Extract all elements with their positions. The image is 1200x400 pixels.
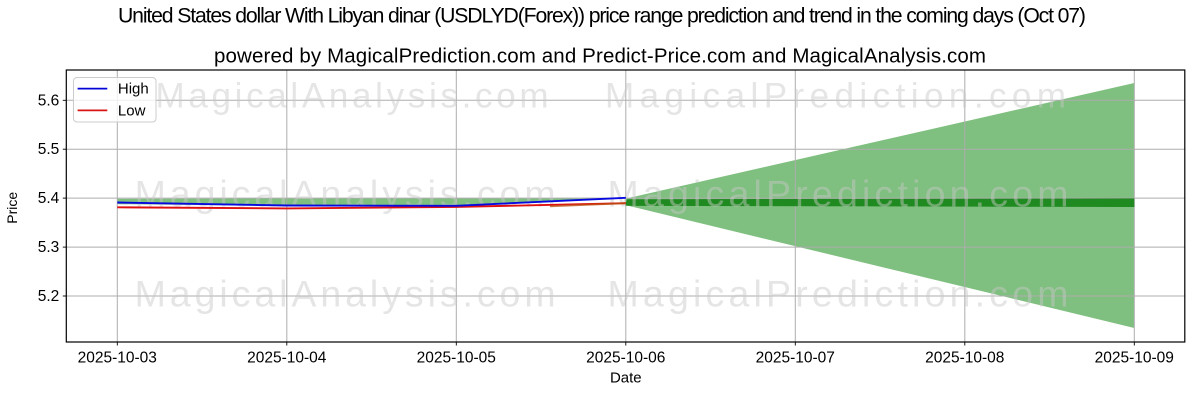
svg-text:2025-10-09: 2025-10-09 bbox=[1095, 349, 1174, 366]
svg-text:5.6: 5.6 bbox=[38, 92, 60, 109]
svg-text:2025-10-03: 2025-10-03 bbox=[78, 349, 157, 366]
svg-text:MagicalPrediction.com: MagicalPrediction.com bbox=[608, 272, 1069, 314]
svg-text:United States dollar With Liby: United States dollar With Libyan dinar (… bbox=[118, 5, 1086, 28]
svg-text:2025-10-08: 2025-10-08 bbox=[925, 349, 1004, 366]
svg-text:powered by MagicalPrediction.c: powered by MagicalPrediction.com and Pre… bbox=[214, 45, 986, 68]
svg-text:5.4: 5.4 bbox=[38, 190, 60, 207]
svg-text:MagicalAnalysis.com: MagicalAnalysis.com bbox=[135, 272, 556, 314]
svg-text:5.2: 5.2 bbox=[38, 288, 60, 305]
svg-text:2025-10-07: 2025-10-07 bbox=[756, 349, 835, 366]
svg-text:Low: Low bbox=[118, 103, 146, 120]
svg-text:5.5: 5.5 bbox=[38, 141, 60, 158]
svg-text:MagicalPrediction.com: MagicalPrediction.com bbox=[605, 77, 1066, 116]
svg-text:2025-10-06: 2025-10-06 bbox=[586, 349, 665, 366]
svg-text:2025-10-05: 2025-10-05 bbox=[417, 349, 496, 366]
svg-text:High: High bbox=[118, 81, 149, 98]
svg-text:Price: Price bbox=[4, 192, 20, 224]
svg-text:Date: Date bbox=[610, 370, 642, 387]
svg-text:5.3: 5.3 bbox=[38, 239, 60, 256]
svg-text:MagicalAnalysis.com: MagicalAnalysis.com bbox=[156, 77, 549, 116]
svg-text:MagicalPrediction.com: MagicalPrediction.com bbox=[608, 173, 1069, 215]
svg-text:2025-10-04: 2025-10-04 bbox=[247, 349, 327, 366]
